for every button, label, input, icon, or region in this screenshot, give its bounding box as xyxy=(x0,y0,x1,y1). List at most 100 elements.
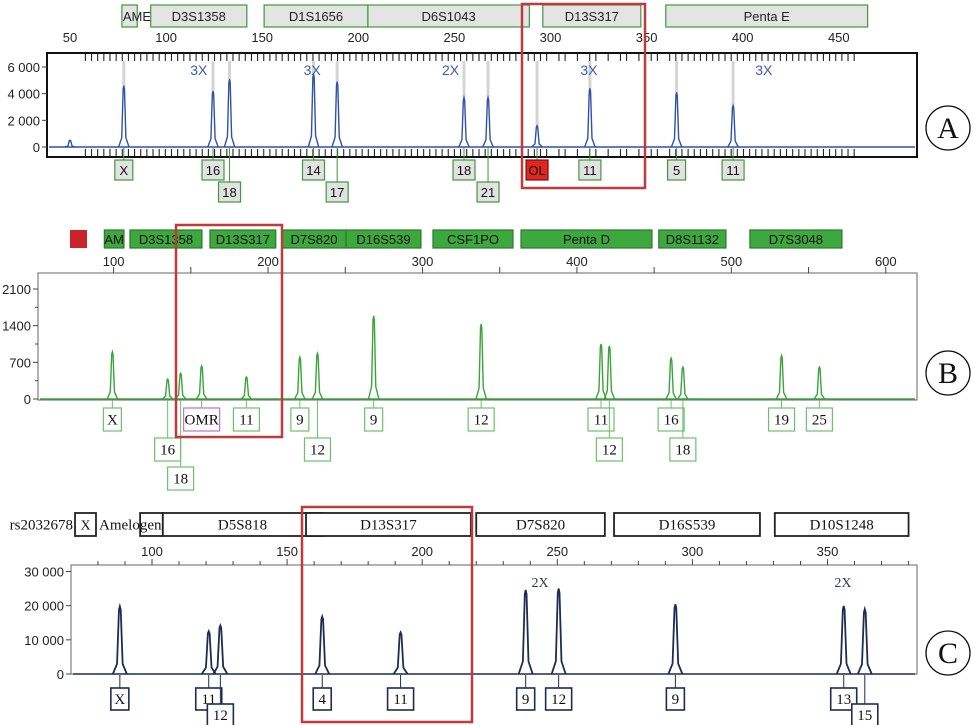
locus-box xyxy=(432,229,514,249)
locus-d6s1043: D6S1043 xyxy=(367,4,530,28)
allele-label: 16 xyxy=(206,163,220,178)
allele-call-18: 18 xyxy=(167,400,195,491)
x-tick-label: 50 xyxy=(63,30,77,45)
allele-call-21: 21 xyxy=(476,148,500,203)
locus-box xyxy=(665,4,869,28)
allele-label-box xyxy=(206,703,235,725)
peak xyxy=(595,343,607,400)
allele-label: 16 xyxy=(160,443,176,459)
x-tick-label: 600 xyxy=(875,254,897,269)
allele-label: OL xyxy=(528,163,545,178)
peak xyxy=(813,365,826,400)
locus-label: D3S1358 xyxy=(139,232,193,247)
allele-label-box xyxy=(587,407,615,432)
locus-box xyxy=(150,4,248,28)
panel-B: AM D3S1358 D13S317 D7S820 D16S539 CSF1PO Penta… xyxy=(2,223,971,491)
allele-call-9: 9 xyxy=(290,400,310,432)
allele-call-11: 11 xyxy=(578,148,602,181)
allele-call-16: 16 xyxy=(201,148,225,181)
y-tick-label: 700 xyxy=(9,355,31,370)
locus-d7s820: D7S820 xyxy=(281,229,347,249)
y-tick-label: 6 000 xyxy=(7,60,40,75)
allele-label: 12 xyxy=(551,692,566,708)
locus-label: CSF1PO xyxy=(447,232,499,247)
locus-am: AM xyxy=(103,229,125,249)
allele-label-box xyxy=(657,407,685,432)
peak xyxy=(223,78,236,148)
locus-d7s3048: D7S3048 xyxy=(749,229,843,249)
allele-label: 19 xyxy=(774,413,789,429)
locus-box xyxy=(121,4,138,28)
y-tick-label: 2 000 xyxy=(7,113,40,128)
locus-d16s539: D16S539 xyxy=(613,512,761,537)
locus-label: D7S3048 xyxy=(769,232,823,247)
panel-label: B xyxy=(938,357,958,390)
allele-label-box xyxy=(515,687,536,711)
locus-label: D13S317 xyxy=(360,518,417,534)
panel-label: C xyxy=(938,637,958,670)
allele-call-4: 4 xyxy=(312,675,333,711)
allele-call-15: 15 xyxy=(850,675,879,725)
x-tick-label: 200 xyxy=(257,254,279,269)
locus-label: D7S820 xyxy=(290,232,337,247)
peak xyxy=(856,605,873,675)
allele-call-x: X xyxy=(102,400,122,432)
locus-label: D13S317 xyxy=(565,9,619,24)
x-tick-label: 400 xyxy=(566,254,588,269)
allele-label: 16 xyxy=(664,413,680,429)
locus-label: AM xyxy=(104,232,124,247)
highlight-box-d13s317 xyxy=(300,505,474,724)
peak xyxy=(294,354,306,400)
x-tick-label: 100 xyxy=(155,30,177,45)
allele-label: X xyxy=(107,413,118,429)
allele-label: 5 xyxy=(673,163,680,178)
y-tick-label: 0 xyxy=(24,392,31,407)
allele-label: 11 xyxy=(583,163,597,178)
allele-label-box xyxy=(232,407,261,432)
allele-label-box xyxy=(666,159,687,181)
x-tick-label: 200 xyxy=(347,30,369,45)
x-tick-label: 150 xyxy=(251,30,273,45)
peak xyxy=(195,364,208,400)
locus-box xyxy=(103,229,125,249)
allele-call-13: 13 xyxy=(829,675,858,711)
allele-label: 25 xyxy=(812,413,827,429)
y-tick-label: 0 xyxy=(57,667,64,682)
locus-label: D16S539 xyxy=(659,518,716,534)
peak xyxy=(106,349,119,400)
locus-box xyxy=(209,229,277,249)
allele-call-9: 9 xyxy=(665,675,686,711)
peak xyxy=(314,613,331,675)
locus-d13s317: D13S317 xyxy=(209,229,277,249)
locus-box xyxy=(749,229,843,249)
panel-A: AMEL D3S1358 D1S1656 D6S1043 D13S317 Penta E 5… xyxy=(7,2,971,203)
allele-call-12: 12 xyxy=(303,400,332,462)
allele-label-box xyxy=(595,437,623,462)
allele-label-box xyxy=(364,407,384,432)
locus-d5s818: D5S818 xyxy=(161,512,324,537)
scale-multiplier-label: 3X xyxy=(304,62,322,78)
locus-label: D8S1132 xyxy=(666,232,719,247)
plot-area xyxy=(70,564,918,675)
allele-call-9: 9 xyxy=(515,675,536,711)
peak xyxy=(482,94,494,148)
locus-box xyxy=(345,229,422,249)
peak xyxy=(727,103,739,148)
allele-label-box xyxy=(452,159,476,181)
locus-label: Penta D xyxy=(563,232,610,247)
allele-label: 12 xyxy=(474,413,489,429)
y-tick-label: 0 xyxy=(33,140,40,155)
peak xyxy=(331,81,344,148)
allele-label-box xyxy=(386,687,415,711)
locus-d8s1132: D8S1132 xyxy=(658,229,727,249)
locus-d1s1656: D1S1656 xyxy=(263,4,369,28)
peak xyxy=(458,94,470,148)
locus-box xyxy=(520,229,653,249)
y-tick-label: 30 000 xyxy=(24,565,64,580)
peak xyxy=(117,85,130,148)
peak xyxy=(240,375,253,400)
plot-area xyxy=(46,52,918,158)
locus-box xyxy=(367,4,530,28)
